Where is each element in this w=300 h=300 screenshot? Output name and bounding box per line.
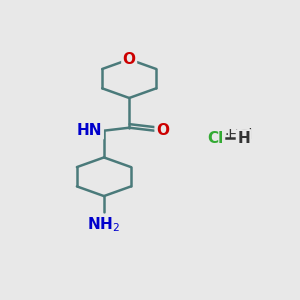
Text: H: H [237, 130, 250, 146]
Text: O: O [156, 123, 169, 138]
Text: O: O [123, 52, 136, 67]
Text: HN: HN [77, 123, 102, 138]
Text: NH$_2$: NH$_2$ [87, 215, 120, 234]
Text: Cl: Cl [207, 130, 224, 146]
Text: ·HCl: ·HCl [224, 128, 253, 142]
